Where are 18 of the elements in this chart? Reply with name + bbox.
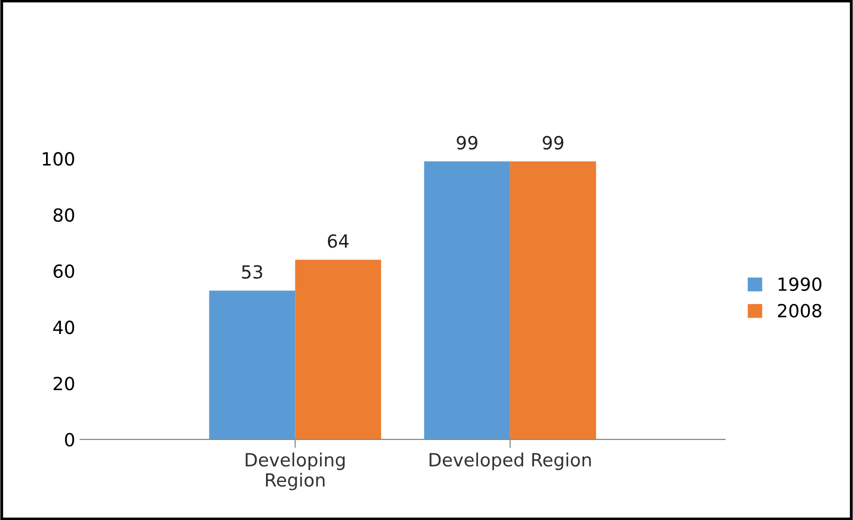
bar: [295, 260, 382, 440]
y-tick-label: 60: [54, 264, 74, 278]
bar: [209, 290, 296, 440]
legend-label: 1990: [778, 277, 822, 291]
y-tick-label: 0: [65, 432, 74, 447]
data-label: 99: [542, 136, 564, 150]
y-tick-label: 20: [54, 376, 74, 390]
x-tick-label: Developed Region: [430, 452, 591, 470]
legend-label: 2008: [778, 304, 822, 318]
x-tick-label: Developing Region: [246, 452, 345, 490]
y-tick-label: 40: [53, 320, 74, 334]
bar: [424, 161, 510, 440]
data-label: 64: [328, 234, 349, 248]
y-tick-label: 80: [54, 208, 74, 222]
data-label: 99: [456, 136, 478, 150]
y-tick-label: 100: [42, 152, 74, 166]
data-label: 53: [242, 265, 262, 279]
bar: [510, 161, 596, 440]
